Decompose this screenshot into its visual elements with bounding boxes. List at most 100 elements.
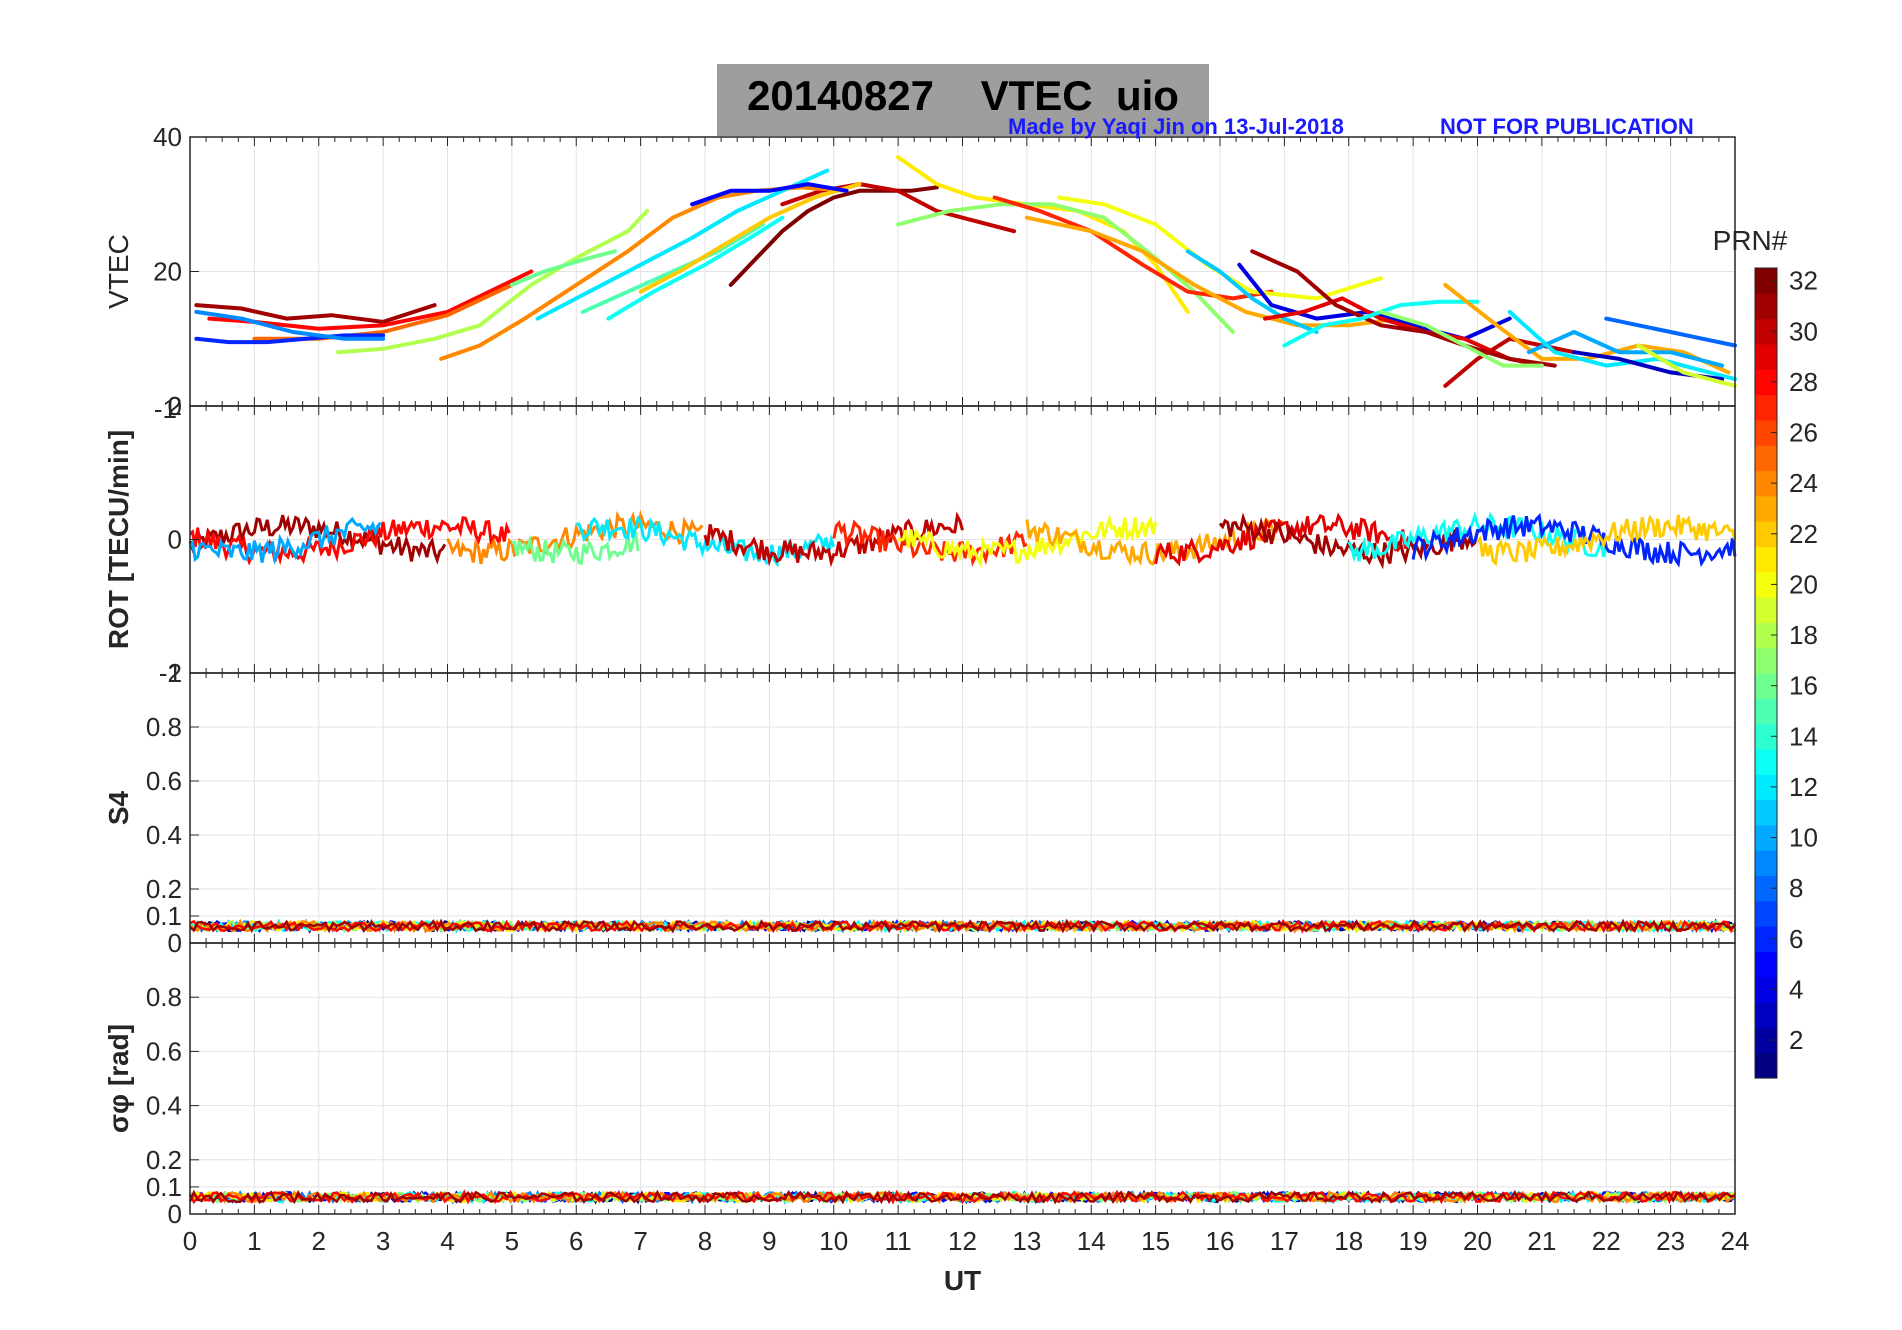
y-tick-label: 1 xyxy=(168,658,182,688)
vtec-series-prn9 xyxy=(194,309,386,341)
colorbar-swatch xyxy=(1755,521,1777,548)
credit-warning: NOT FOR PUBLICATION xyxy=(1440,114,1694,139)
x-tick-label: 11 xyxy=(885,1226,912,1256)
panel-sigma_phi: 00.10.20.40.60.8σφ [rad]0 1 2 3 4 5 6 7 8 9 10 11 12… xyxy=(103,942,1749,1296)
panel-vtec: 0 20 40 VTEC xyxy=(103,122,1737,421)
vtec-series-prn11 xyxy=(1185,249,1319,334)
colorbar-swatch xyxy=(1755,900,1777,927)
y-tick-label: 0 xyxy=(168,1199,182,1229)
colorbar-tick-label: 12 xyxy=(1789,772,1818,802)
x-tick-label: 19 xyxy=(1399,1226,1428,1256)
colorbar-swatch xyxy=(1755,850,1777,877)
y-tick-label: 0 xyxy=(168,525,182,555)
y-tick-label: 0.8 xyxy=(146,982,182,1012)
vtec-series-prn32 xyxy=(728,185,939,287)
colorbar-swatch xyxy=(1755,748,1777,775)
y-tick-label: 0.6 xyxy=(146,1036,182,1066)
vtec-series-prn19 xyxy=(1636,343,1737,388)
vtec-series-prn31 xyxy=(194,303,437,324)
colorbar-swatch xyxy=(1755,951,1777,978)
colorbar-swatch xyxy=(1755,419,1777,446)
x-tick-label: 8 xyxy=(698,1226,712,1256)
rot-trace-prn27 xyxy=(832,519,1028,567)
colorbar-tick-label: 28 xyxy=(1789,367,1818,397)
colorbar-swatch xyxy=(1755,875,1777,902)
y-tick-label: 20 xyxy=(153,257,182,287)
vtec-series-prn17 xyxy=(1378,309,1544,368)
x-tick-label: 14 xyxy=(1077,1226,1106,1256)
x-tick-label: 1 xyxy=(247,1226,261,1256)
colorbar-tick-label: 16 xyxy=(1789,671,1818,701)
panel-s4: 00.10.2 0.4 0.6 0.8 1 S4 xyxy=(103,658,1737,958)
x-axis-label: UT xyxy=(944,1265,981,1296)
y-tick-label-overlap: -1 xyxy=(154,394,177,424)
colorbar-tick-label: 4 xyxy=(1789,974,1803,1004)
x-tick-label: 21 xyxy=(1527,1226,1556,1256)
colorbar-swatch xyxy=(1755,698,1777,725)
rot-trace-prn22 xyxy=(1476,514,1737,567)
colorbar-tick-label: 20 xyxy=(1789,569,1818,599)
vtec-series-prn6 xyxy=(194,333,386,345)
colorbar-swatch xyxy=(1755,723,1777,750)
y-tick-label: 0.1 xyxy=(146,1172,182,1202)
colorbar-frame xyxy=(1754,267,1778,1079)
x-tick-label: 5 xyxy=(505,1226,519,1256)
colorbar-tick-label: 26 xyxy=(1789,418,1818,448)
colorbar-swatch xyxy=(1755,976,1777,1003)
colorbar-swatch xyxy=(1755,597,1777,623)
y-axis-label: ROT [TECU/min] xyxy=(103,430,134,649)
vtec-series-prn10 xyxy=(1527,330,1725,368)
vtec-series-prn15 xyxy=(580,222,765,314)
vtec-series-prn23 xyxy=(1024,215,1403,328)
sigma_phi-trace-prn28 xyxy=(188,1189,1736,1205)
chart-title: 20140827 VTEC uio xyxy=(747,72,1179,119)
x-tick-label: 0 xyxy=(183,1226,197,1256)
vtec-series-prn5 xyxy=(690,182,849,207)
rot-trace-prn31 xyxy=(188,514,447,565)
colorbar-swatch xyxy=(1755,799,1777,826)
vtec-series-prn31 xyxy=(1250,249,1557,368)
y-tick-label: -2 xyxy=(159,658,182,688)
y-tick-label: 0.4 xyxy=(146,1091,182,1121)
rot-trace-prn29 xyxy=(1154,512,1415,567)
x-tick-label: 2 xyxy=(312,1226,326,1256)
x-tick-label: 23 xyxy=(1656,1226,1685,1256)
rot-trace-prn6 xyxy=(1411,512,1737,568)
vtec-series-prn17 xyxy=(896,202,1235,334)
x-tick-label: 12 xyxy=(948,1226,977,1256)
vtec-series-prn12 xyxy=(535,168,830,321)
colorbar-tick-label: 32 xyxy=(1789,266,1818,296)
colorbar-tick-label: 6 xyxy=(1789,924,1803,954)
colorbar-tick-label: 2 xyxy=(1789,1025,1803,1055)
colorbar-swatch xyxy=(1755,1002,1777,1028)
y-tick-label: 0.1 xyxy=(146,901,182,931)
colorbar-swatch xyxy=(1755,268,1777,294)
y-tick-label: 0 xyxy=(168,391,182,421)
colorbar-swatch xyxy=(1755,293,1777,320)
y-tick-label: 2 xyxy=(168,391,182,421)
colorbar-swatch xyxy=(1755,571,1777,598)
y-axis-label: S4 xyxy=(103,790,134,825)
y-tick-label: 0 xyxy=(168,928,182,958)
colorbar-tick-label: 14 xyxy=(1789,721,1818,751)
x-tick-label: 3 xyxy=(376,1226,390,1256)
colorbar-swatch xyxy=(1755,824,1777,851)
x-tick-label: 9 xyxy=(762,1226,776,1256)
rot-trace-prn28 xyxy=(189,516,511,566)
colorbar-swatch xyxy=(1755,369,1777,396)
colorbar-label: PRN# xyxy=(1713,225,1788,256)
colorbar-swatch xyxy=(1755,470,1777,497)
x-tick-label: 17 xyxy=(1270,1226,1299,1256)
x-tick-label: 18 xyxy=(1334,1226,1363,1256)
x-tick-label: 16 xyxy=(1206,1226,1235,1256)
y-tick-label: 40 xyxy=(153,122,182,152)
s4-trace-prn31 xyxy=(189,918,1736,934)
vtec-series-prn27 xyxy=(992,195,1274,301)
y-axis-label: VTEC xyxy=(103,234,134,309)
y-tick-label: 0.4 xyxy=(146,820,182,850)
colorbar-swatch xyxy=(1755,445,1777,472)
colorbar-swatch xyxy=(1755,546,1777,573)
vtec-series-prn13 xyxy=(606,215,785,321)
